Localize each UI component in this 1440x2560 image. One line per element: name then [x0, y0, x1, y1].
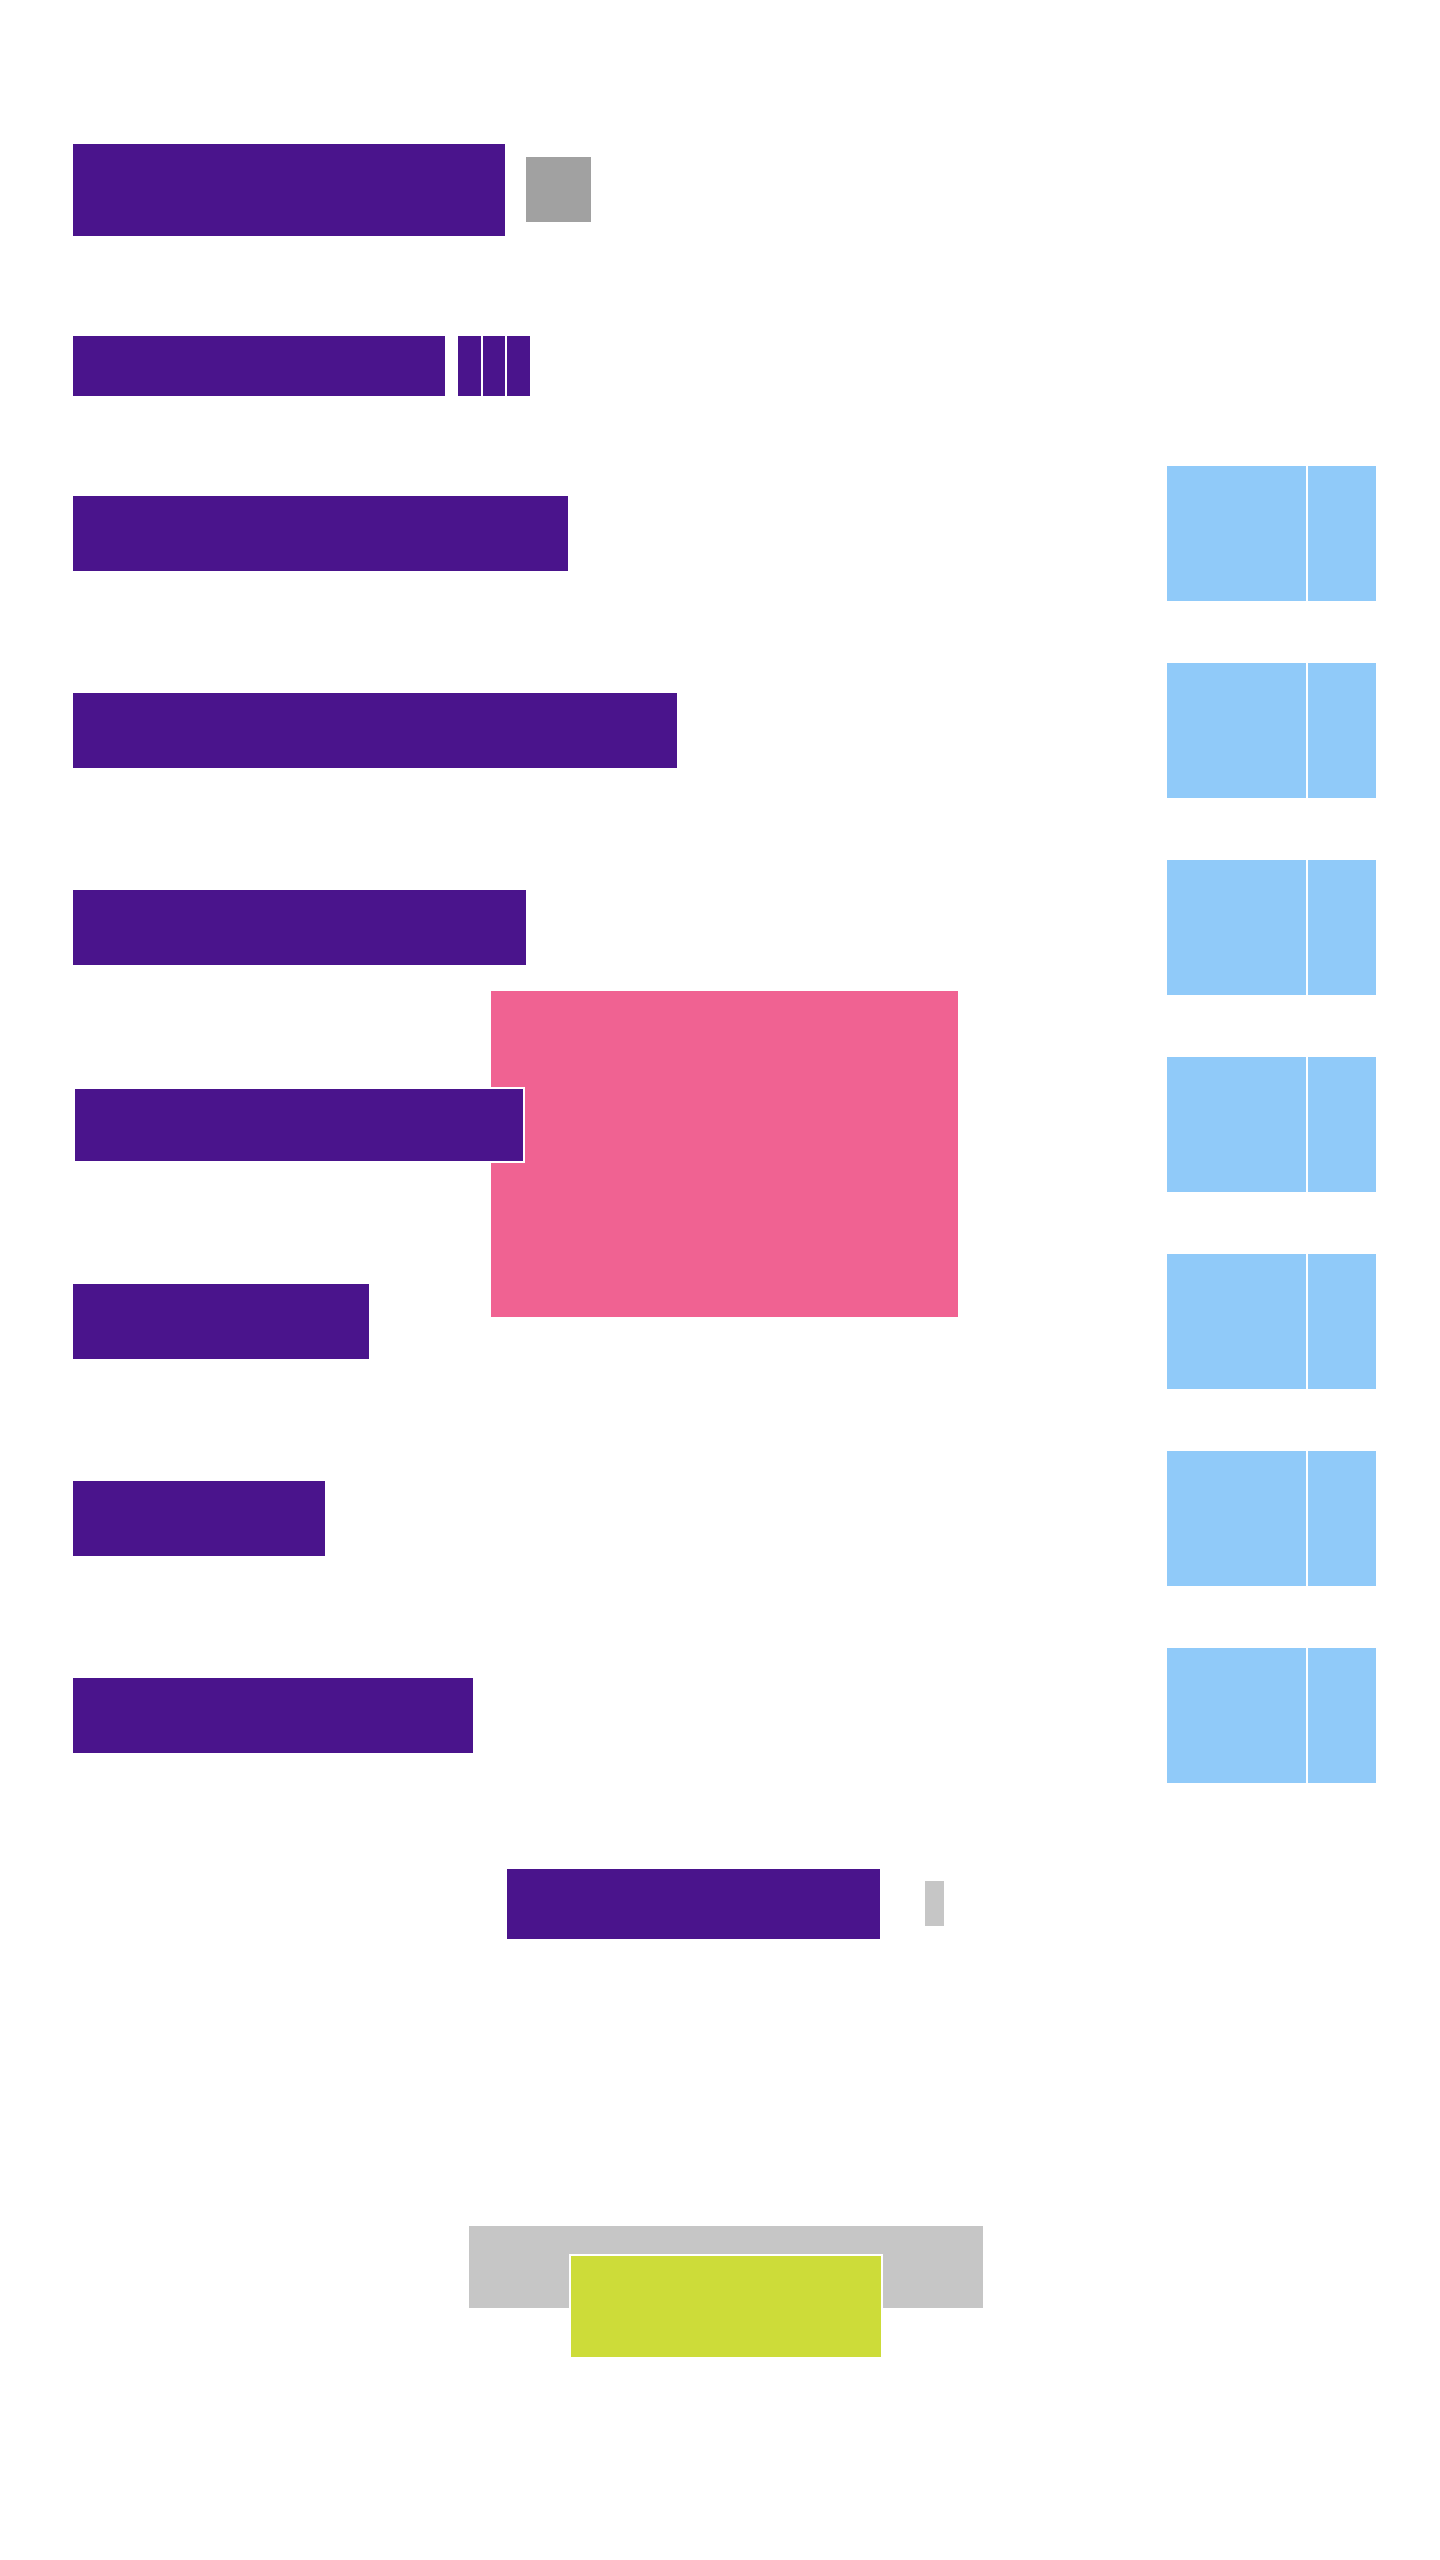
page-title: [73, 144, 505, 236]
list-item-thumb[interactable]: [1167, 1057, 1308, 1192]
list-item-label[interactable]: [73, 1284, 369, 1359]
list-item-label[interactable]: [73, 1678, 473, 1753]
indicator-tick: [482, 336, 506, 396]
list-item-thumb[interactable]: [1167, 1254, 1308, 1389]
indicator-tick: [507, 336, 531, 396]
list-item-thumb-secondary[interactable]: [1308, 1254, 1376, 1389]
list-item-thumb[interactable]: [1167, 1451, 1308, 1586]
list-item-thumb[interactable]: [1167, 466, 1308, 601]
subtitle-indicator: [458, 336, 531, 396]
footer-link[interactable]: [507, 1869, 880, 1939]
list-item-thumb-secondary[interactable]: [1308, 1451, 1376, 1586]
footer-link-marker: [925, 1881, 944, 1926]
list-item-thumb-secondary[interactable]: [1308, 1057, 1376, 1192]
title-badge: [526, 157, 591, 222]
page-subtitle: [73, 336, 445, 396]
list-item-thumb[interactable]: [1167, 1648, 1308, 1783]
list-item-thumb[interactable]: [1167, 860, 1308, 995]
list-item-label[interactable]: [73, 890, 526, 965]
list-item-label[interactable]: [73, 496, 568, 571]
primary-action-button[interactable]: [569, 2254, 883, 2359]
list-item-thumb-secondary[interactable]: [1308, 860, 1376, 995]
list-item-label-overlap: [73, 1087, 525, 1163]
list-item-thumb-secondary[interactable]: [1308, 663, 1376, 798]
list-item-label[interactable]: [73, 1481, 325, 1556]
list-item-thumb-secondary[interactable]: [1308, 466, 1376, 601]
list-item-label[interactable]: [73, 693, 677, 768]
indicator-tick: [458, 336, 481, 396]
list-item-thumb[interactable]: [1167, 663, 1308, 798]
overlay-popup[interactable]: [491, 991, 958, 1317]
list-item-thumb-secondary[interactable]: [1308, 1648, 1376, 1783]
